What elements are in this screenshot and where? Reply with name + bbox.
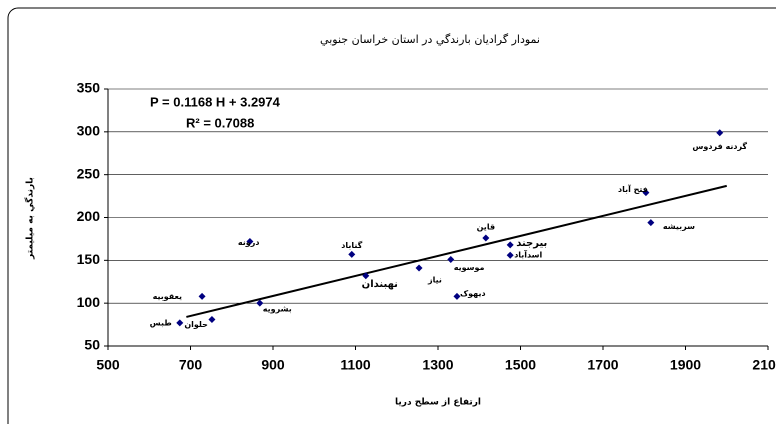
y-tick-label: 250 [77,165,101,181]
point [453,292,461,300]
equation-label: P = 0.1168 H + 3.2974 [150,94,281,109]
y-tick-label: 200 [77,208,101,224]
point-label: درونه [238,238,260,247]
x-tick-label: 2100 [752,357,776,373]
point [176,319,184,327]
point-label: نياز [427,276,442,285]
point [482,234,490,242]
x-tick-label: 1300 [422,357,453,373]
point-label: قاين [477,223,495,232]
point-label: گردنه فردوس [692,141,747,152]
point-label: موسويه [454,263,485,272]
y-tick-label: 300 [77,123,101,139]
x-tick-label: 900 [261,357,285,373]
point-label: طبس [150,318,172,328]
chart-title: نمودار گراديان بارندگي در استان خراسان ج… [320,33,540,46]
x-tick-label: 1900 [670,357,701,373]
point [362,272,370,280]
chart-frame [7,7,776,424]
point-label: سربيشه [663,222,695,231]
point [256,299,264,307]
y-axis-label: بارندگي به ميليمتر [24,177,36,260]
point [447,255,455,263]
y-tick-label: 50 [84,337,100,353]
point-label: بشرويه [263,305,292,314]
point [506,241,514,249]
y-tick-label: 150 [77,251,101,267]
x-tick-label: 1100 [340,357,371,373]
x-tick-label: 1700 [587,357,618,373]
point-label: بيرجند [516,238,547,249]
point-label: فتح آباد [618,184,648,194]
y-tick-label: 100 [77,294,101,310]
trendline [186,184,727,318]
y-tick-label: 350 [77,80,101,96]
point [415,264,423,272]
point [506,251,514,259]
x-axis-label: ارتفاع از سطح دريا [395,398,481,408]
point [642,189,650,197]
point [647,219,655,227]
x-tick-label: 1500 [505,357,536,373]
point [348,250,356,258]
point [198,292,206,300]
point [246,237,254,245]
x-tick-label: 500 [96,357,120,373]
point [208,315,216,323]
r2-label: R² = 0.7088 [186,115,254,130]
point-label: حلوان [184,320,208,329]
x-tick-label: 700 [179,357,203,373]
point-label: يعقوبيه [153,292,182,301]
point-label: ديهوک [460,289,486,298]
point-label: اسدآباد [514,250,542,260]
point-label: نهبندان [362,279,398,290]
point-label: گناباد [341,240,362,250]
point [716,129,724,137]
